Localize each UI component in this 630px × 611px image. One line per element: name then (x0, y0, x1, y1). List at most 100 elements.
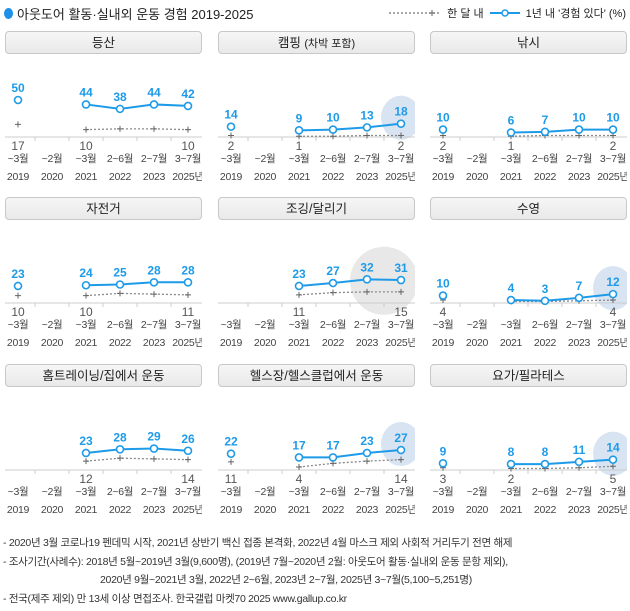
x-tick-label-month: ~3월 (8, 319, 29, 331)
footnote: 2020년 9월~2021년 3월, 2022년 2~6월, 2023년 2~7… (100, 574, 472, 586)
monthly-point (185, 456, 191, 463)
panel-chart: ~3월 2019 ~2월 2020 ~3월 2021 2~6월 2022 2~7월 2023 3~7… (218, 422, 415, 516)
x-tick-label-month: 2~7월 (354, 486, 380, 498)
highlight-circle (593, 431, 627, 476)
yearly-value-label: 14 (606, 441, 620, 455)
yearly-point (149, 444, 159, 453)
yearly-point (396, 119, 406, 128)
x-tick-label-month: 2~6월 (107, 153, 133, 165)
x-tick-label-year: 2019 (220, 504, 243, 516)
chart-title-text: 아웃도어 활동·실내외 운동 경험 2019-2025 (17, 7, 254, 22)
x-tick-label-year: 2019 (220, 337, 243, 349)
yearly-point (506, 459, 516, 469)
monthly-point (117, 125, 123, 132)
panel-chart: ~3월 2019 ~2월 2020 ~3월 2021 2~6월 2022 2~7월 2023 3~7… (430, 266, 627, 349)
yearly-value-label: 42 (181, 87, 195, 101)
monthly-point (117, 455, 123, 462)
x-tick-label-year: 2022 (534, 337, 557, 349)
monthly-line (85, 457, 189, 462)
x-tick-label-year: 2020 (41, 171, 64, 183)
yearly-line (298, 122, 402, 132)
yearly-point (294, 126, 304, 135)
x-tick-label-year: 2020 (254, 171, 277, 183)
yearly-line (511, 458, 614, 466)
monthly-point (185, 126, 191, 133)
yearly-point (183, 101, 193, 111)
monthly-value-label: 2 (508, 472, 515, 486)
x-tick-label-month: ~3월 (433, 319, 454, 331)
footnote: - 조사기간(사례수): 2018년 5월~2019년 3월(9,600명), … (3, 556, 508, 568)
yearly-value-label: 25 (113, 266, 127, 280)
x-tick-label-year: 2025년 (597, 337, 627, 349)
x-tick-label-year: 2023 (568, 504, 591, 516)
yearly-value-label: 9 (440, 444, 447, 458)
x-tick-label-month: ~3월 (221, 153, 242, 165)
x-tick-label-year: 2020 (466, 171, 489, 183)
x-tick-label-year: 2025년 (172, 504, 202, 516)
monthly-line (510, 134, 613, 137)
monthly-point (364, 288, 370, 295)
panel-1: 등산 ~3월 2019 ~2월 2020 ~3월 2021 2~6월 2022 2~7월 2023 3… (5, 31, 202, 184)
monthly-point (364, 458, 370, 465)
x-tick-label-year: 2020 (41, 337, 64, 349)
monthly-value-label: 10 (79, 139, 93, 153)
yearly-point (13, 95, 23, 105)
monthly-line (298, 458, 402, 468)
yearly-value-label: 14 (224, 108, 238, 122)
panel-2: 캠핑 (차박 포함) ~3월 2019 ~2월 2020 ~3월 2021 2~6월 2022 2… (218, 31, 415, 184)
panel-chart: ~3월 2019 ~2월 2020 ~3월 2021 2~6월 2022 2~7월 2023 3~7… (5, 263, 202, 349)
monthly-value-label: 12 (79, 472, 93, 486)
x-tick-label-month: 2~7월 (354, 319, 380, 331)
panel-chart: ~3월 2019 ~2월 2020 ~3월 2021 2~6월 2022 2~7월 2023 3~7… (430, 111, 627, 183)
yearly-value-label: 10 (606, 111, 620, 125)
yearly-value-label: 24 (79, 266, 93, 280)
x-tick-label-year: 2019 (7, 171, 30, 183)
yearly-value-label: 11 (573, 443, 586, 457)
x-tick-label-year: 2023 (143, 337, 166, 349)
yearly-value-label: 31 (394, 261, 408, 275)
monthly-point (185, 291, 191, 298)
x-tick-label-year: 2022 (534, 504, 557, 516)
x-tick-label-month: ~3월 (501, 319, 522, 331)
x-tick-label-year: 2021 (288, 171, 311, 183)
yearly-point (115, 104, 125, 114)
x-tick-label-month: 2~6월 (532, 153, 558, 165)
monthly-line (85, 128, 189, 131)
panel-chart: ~3월 2019 ~2월 2020 ~3월 2021 2~6월 2022 2~7월 2023 3~7… (5, 81, 202, 183)
x-tick-label-year: 2022 (534, 171, 557, 183)
monthly-value-label: 4 (610, 305, 617, 319)
x-tick-label-month: ~3월 (8, 486, 29, 498)
monthly-point (330, 133, 336, 140)
panel-subtitle: (차박 포함) (304, 38, 356, 50)
panel-title-text: 헬스장/헬스클럽에서 운동 (249, 369, 384, 383)
panel-chart: ~3월 2019 ~2월 2020 ~3월 2021 2~6월 2022 2~7월 2023 3~7… (430, 431, 627, 516)
yearly-point (608, 289, 618, 299)
monthly-point (15, 292, 21, 299)
monthly-line (511, 299, 614, 303)
x-tick-label-year: 2022 (322, 504, 345, 516)
legend-yearly-label: 1년 내 '경험 있다' (%) (525, 8, 626, 20)
x-tick-label-month: ~2월 (255, 153, 276, 165)
monthly-value-label: 4 (296, 472, 303, 486)
yearly-line (85, 447, 189, 454)
x-tick-label-year: 2021 (75, 337, 98, 349)
chart-title: 아웃도어 활동·실내외 운동 경험 2019-2025 (4, 4, 253, 23)
panel-title: 자전거 (5, 197, 202, 220)
footnote: - 전국(제주 제외) 만 13세 이상 면접조사. 한국갤럽 마켓70 202… (3, 593, 347, 605)
yearly-point (438, 125, 448, 134)
yearly-value-label: 13 (360, 108, 374, 122)
yearly-point (540, 459, 550, 469)
yearly-point (115, 280, 125, 289)
x-tick-label-month: 2~6월 (320, 486, 346, 498)
panel-title: 등산 (5, 31, 202, 54)
yearly-line (298, 278, 402, 287)
yearly-value-label: 8 (542, 445, 549, 459)
panel-title-text: 조깅/달리기 (286, 202, 347, 216)
yearly-point (574, 293, 584, 303)
yearly-value-label: 27 (394, 431, 408, 445)
x-tick-label-year: 2023 (143, 171, 166, 183)
x-tick-label-month: ~3월 (76, 486, 97, 498)
yearly-point (362, 123, 372, 132)
x-tick-label-year: 2025년 (597, 171, 627, 183)
x-tick-label-month: ~3월 (289, 319, 310, 331)
